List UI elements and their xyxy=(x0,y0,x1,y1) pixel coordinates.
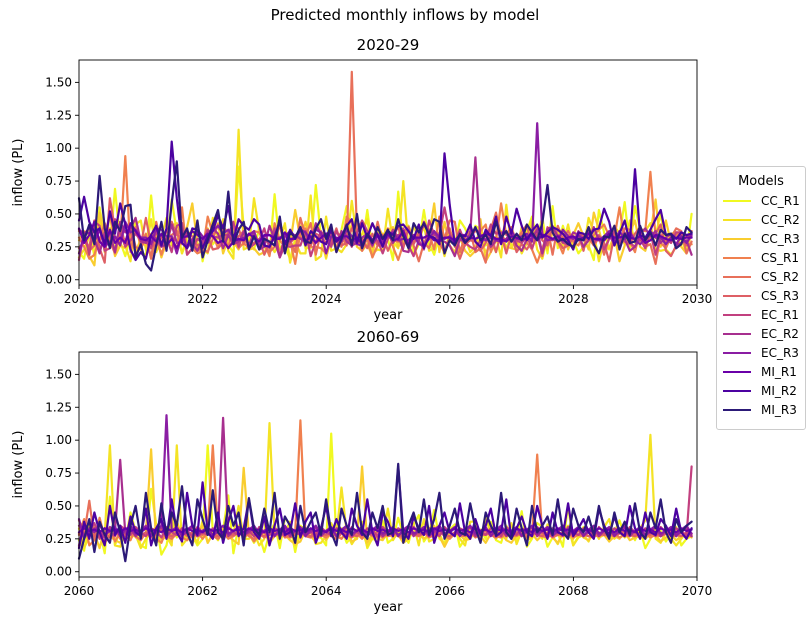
x-tick-label: 2066 xyxy=(435,584,466,598)
x-tick-label: 2060 xyxy=(64,584,95,598)
x-tick-label: 2030 xyxy=(682,292,713,306)
legend-swatch xyxy=(723,275,751,278)
figure-title: Predicted monthly inflows by model xyxy=(270,6,540,24)
y-tick-label: 1.50 xyxy=(45,367,72,381)
x-tick-label: 2064 xyxy=(311,584,342,598)
legend-label: CS_R1 xyxy=(761,250,799,265)
legend-item-cs-r2: CS_R2 xyxy=(717,267,805,286)
y-tick-label: 0.25 xyxy=(45,240,72,254)
legend-item-mi-r3: MI_R3 xyxy=(717,400,805,419)
legend-label: EC_R3 xyxy=(761,345,799,360)
legend-item-mi-r1: MI_R1 xyxy=(717,362,805,381)
legend-item-cc-r1: CC_R1 xyxy=(717,191,805,210)
plot-frame xyxy=(78,351,698,578)
y-tick-label: 1.50 xyxy=(45,75,72,89)
legend-swatch xyxy=(723,313,751,316)
y-tick-label: 1.25 xyxy=(45,108,72,122)
legend-item-cs-r3: CS_R3 xyxy=(717,286,805,305)
legend-swatch xyxy=(723,237,751,240)
legend-label: CC_R1 xyxy=(761,193,800,208)
y-tick-label: 0.50 xyxy=(45,207,72,221)
series-line-mi-r3 xyxy=(77,160,693,272)
legend-item-ec-r3: EC_R3 xyxy=(717,343,805,362)
series-line-mi-r3 xyxy=(77,462,693,563)
legend-swatch xyxy=(723,256,751,259)
x-tick-label: 2068 xyxy=(558,584,589,598)
series-line-mi-r1 xyxy=(77,527,693,534)
series-line-cc-r2 xyxy=(77,128,693,264)
y-tick-label: 0.00 xyxy=(45,273,72,287)
legend-swatch xyxy=(723,389,751,392)
y-tick-label: 0.75 xyxy=(45,466,72,480)
legend-item-ec-r1: EC_R1 xyxy=(717,305,805,324)
x-tick-label: 2028 xyxy=(558,292,589,306)
legend-label: CC_R2 xyxy=(761,212,800,227)
legend-swatch xyxy=(723,351,751,354)
legend-swatch xyxy=(723,218,751,221)
x-tick-label: 2062 xyxy=(187,584,218,598)
x-tick-label: 2020 xyxy=(64,292,95,306)
y-axis-label: inflow (PL) xyxy=(11,431,26,499)
y-tick-label: 0.75 xyxy=(45,174,72,188)
legend-title: Models xyxy=(738,174,784,189)
x-axis-label: year xyxy=(373,308,403,323)
legend-entries: CC_R1 CC_R2 CC_R3 CS_R1 CS_R2 CS_R3 EC_R1 EC_R2… xyxy=(717,191,805,419)
legend-swatch xyxy=(723,370,751,373)
legend-item-ec-r2: EC_R2 xyxy=(717,324,805,343)
x-tick-label: 2026 xyxy=(435,292,466,306)
x-tick-label: 2024 xyxy=(311,292,342,306)
legend-item-cc-r3: CC_R3 xyxy=(717,229,805,248)
x-axis-label: year xyxy=(373,600,403,615)
legend-item-cc-r2: CC_R2 xyxy=(717,210,805,229)
legend-label: CS_R2 xyxy=(761,269,799,284)
y-tick-label: 0.25 xyxy=(45,532,72,546)
y-tick-label: 1.00 xyxy=(45,141,72,155)
y-tick-label: 0.00 xyxy=(45,565,72,579)
legend-label: MI_R1 xyxy=(761,364,797,379)
y-axis-label: inflow (PL) xyxy=(11,139,26,207)
y-tick-label: 1.00 xyxy=(45,433,72,447)
subplot-title-bottom: 2060-69 xyxy=(356,328,420,346)
legend-swatch xyxy=(723,408,751,411)
legend: Models CC_R1 CC_R2 CC_R3 CS_R1 CS_R2 CS_R3 EC_… xyxy=(716,166,806,430)
y-tick-label: 0.50 xyxy=(45,499,72,513)
legend-item-mi-r2: MI_R2 xyxy=(717,381,805,400)
legend-label: CS_R3 xyxy=(761,288,799,303)
x-tick-label: 2022 xyxy=(187,292,218,306)
legend-label: MI_R3 xyxy=(761,402,797,417)
legend-item-cs-r1: CS_R1 xyxy=(717,248,805,267)
x-tick-label: 2070 xyxy=(682,584,713,598)
legend-label: EC_R2 xyxy=(761,326,799,341)
y-tick-label: 1.25 xyxy=(45,400,72,414)
legend-swatch xyxy=(723,199,751,202)
plot-frame xyxy=(78,59,698,286)
legend-label: CC_R3 xyxy=(761,231,800,246)
legend-label: MI_R2 xyxy=(761,383,797,398)
legend-swatch xyxy=(723,332,751,335)
legend-swatch xyxy=(723,294,751,297)
subplot-title-top: 2020-29 xyxy=(356,36,420,54)
legend-label: EC_R1 xyxy=(761,307,799,322)
